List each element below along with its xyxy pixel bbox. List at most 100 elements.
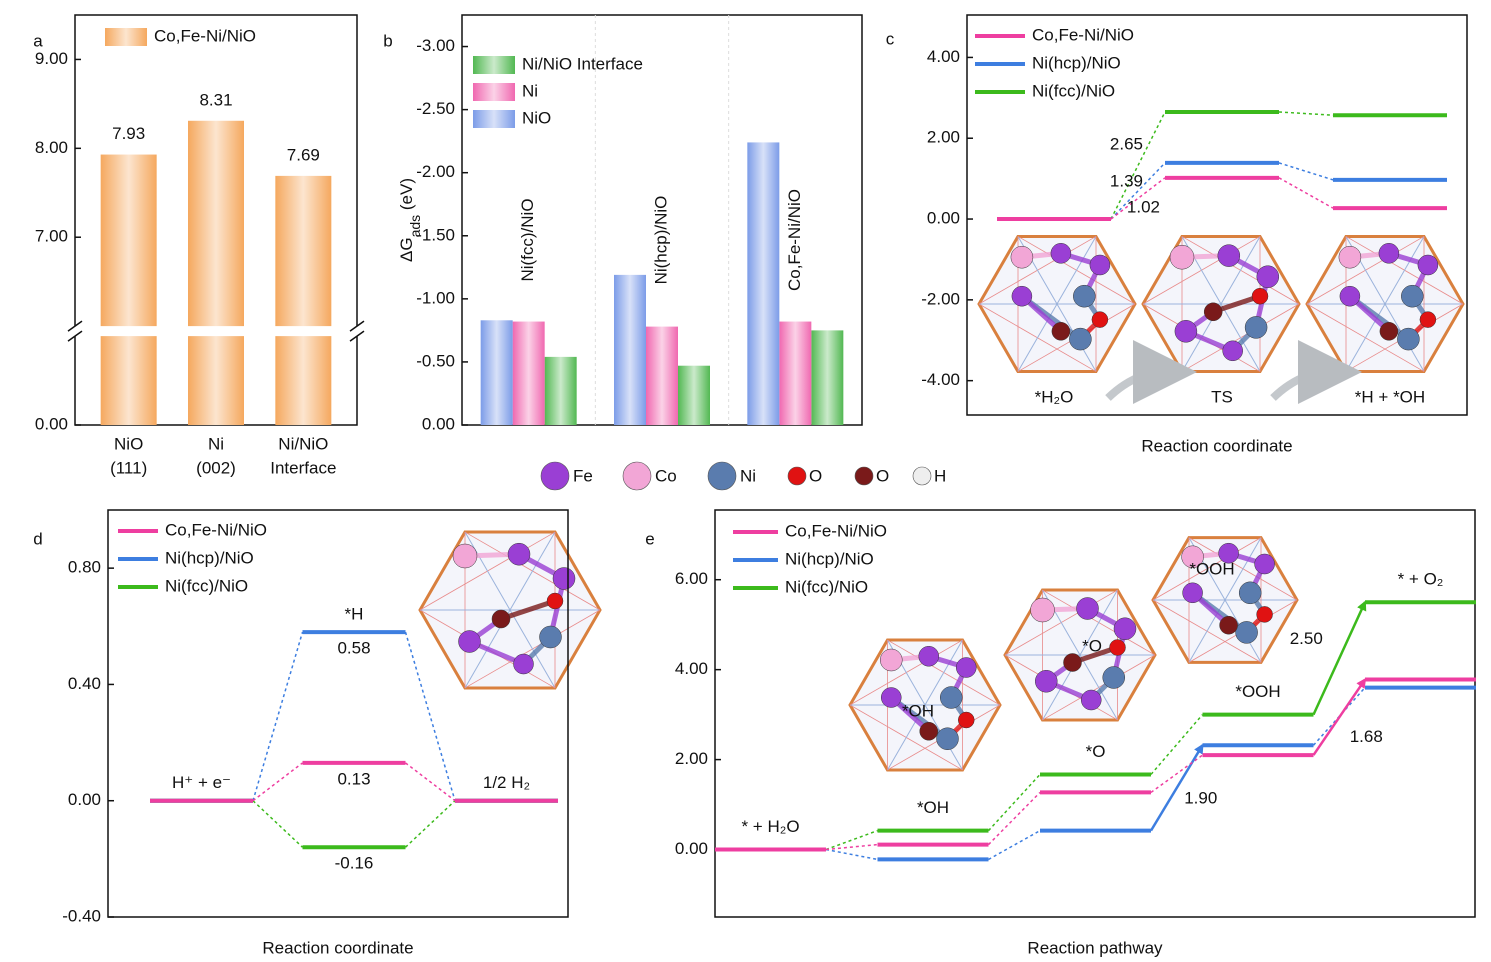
bar — [747, 142, 780, 425]
axis-break-mark — [349, 330, 365, 342]
legend-label: Co,Fe-Ni/NiO — [165, 520, 267, 539]
inset-atom — [1244, 316, 1268, 339]
inset-atom — [1113, 617, 1137, 640]
bar — [544, 356, 577, 425]
inset-atom — [491, 609, 511, 629]
inset-atom — [1256, 606, 1273, 623]
inset-atom — [1218, 542, 1239, 564]
legend-label: Ni(hcp)/NiO — [165, 548, 254, 567]
state-label: H⁺ + e⁻ — [172, 773, 231, 792]
legend-swatch — [473, 56, 515, 74]
y-tick-label: -2.00 — [921, 289, 960, 308]
inset-atom — [507, 542, 531, 566]
value-label: 2.65 — [1110, 134, 1143, 153]
inset-atom — [958, 711, 975, 729]
value-label: 0.58 — [337, 639, 370, 658]
inset-atom — [1030, 597, 1055, 623]
value-label: 0.13 — [337, 769, 370, 788]
inset-grid — [1079, 654, 1118, 721]
inset-atom — [1222, 340, 1243, 362]
connector — [1278, 177, 1334, 209]
inset-atom — [513, 653, 534, 675]
inset-atom — [1256, 265, 1280, 288]
y-tick-label: 0.00 — [68, 790, 101, 809]
inset-atom — [1251, 287, 1269, 305]
inset-atom — [1073, 284, 1096, 308]
legend-label: Ni(fcc)/NiO — [1032, 81, 1115, 100]
inset-atom — [1169, 244, 1195, 270]
state-label: * + O₂ — [1398, 570, 1444, 589]
value-label: 7.69 — [287, 145, 320, 164]
state-label: *OOH — [1235, 682, 1280, 701]
state-label: * + H₂O — [741, 817, 799, 836]
axis-break-mark — [349, 320, 365, 332]
x-tick-label: (111) — [110, 458, 147, 477]
y-tick-label: -0.50 — [416, 351, 455, 370]
legend-swatch — [473, 110, 515, 128]
legend-label: NiO — [522, 108, 551, 127]
atom-label: Ni — [740, 466, 756, 485]
step-arrow — [1149, 743, 1204, 832]
x-axis-label: Reaction pathway — [1027, 938, 1163, 957]
y-tick-label: 0.00 — [927, 209, 960, 228]
connector — [987, 791, 1041, 846]
inset-atom — [1089, 254, 1111, 276]
atom-swatch — [707, 461, 737, 491]
connector — [987, 773, 1041, 832]
inset-atom — [1338, 245, 1362, 269]
y-tick-label: -3.00 — [416, 36, 455, 55]
panel-label: b — [383, 31, 392, 50]
legend-label: Co,Fe-Ni/NiO — [154, 26, 256, 45]
bar — [779, 321, 812, 425]
inset-atom — [881, 687, 902, 708]
value-label: -0.16 — [335, 854, 374, 873]
connector — [405, 762, 456, 802]
bar — [646, 326, 678, 425]
atom-label: O — [876, 466, 889, 485]
category-label: Ni(hcp)/NiO — [651, 196, 670, 285]
inset-grid — [1056, 236, 1097, 305]
inset-atom — [458, 630, 481, 653]
bar — [188, 120, 244, 426]
inset-atom — [539, 625, 562, 649]
inset-grid — [1220, 236, 1261, 305]
legend-swatch — [105, 28, 147, 46]
y-tick-label: 0.00 — [675, 839, 708, 858]
y-axis-label-part: ΔG — [397, 237, 416, 262]
bar — [480, 320, 513, 425]
y-tick-label: 0.80 — [68, 558, 101, 577]
connector — [252, 762, 303, 802]
y-tick-label: 7.00 — [35, 227, 68, 246]
legend-label: Co,Fe-Ni/NiO — [785, 521, 887, 540]
inset-atom — [1076, 597, 1099, 620]
inset-atom — [1011, 285, 1033, 307]
connector — [825, 843, 878, 851]
inset-atom — [1417, 254, 1439, 276]
inset-atom — [1217, 244, 1241, 267]
legend-label: Ni(hcp)/NiO — [785, 549, 874, 568]
step-annotation: 1.90 — [1184, 788, 1217, 807]
inset-atom — [1219, 615, 1238, 635]
y-axis-label-part: (eV) — [397, 178, 416, 215]
inset-grid — [509, 609, 556, 689]
y-tick-label: 4.00 — [927, 47, 960, 66]
panel-label: a — [33, 31, 43, 50]
atom-swatch — [540, 461, 570, 491]
inset-atom — [1010, 245, 1034, 269]
inset-atom — [546, 592, 564, 610]
atom-label: O — [809, 466, 822, 485]
inset-atom — [1109, 639, 1126, 656]
plot-frame — [107, 509, 569, 918]
y-tick-label: 0.00 — [35, 414, 68, 433]
inset-grid — [464, 531, 511, 611]
y-axis-label-part: ads — [407, 215, 423, 238]
inset-atom — [1102, 666, 1125, 689]
x-tick-label: (002) — [196, 458, 236, 477]
y-tick-label: -4.00 — [921, 370, 960, 389]
inset-grid — [1220, 303, 1261, 372]
y-tick-label: 4.00 — [675, 659, 708, 678]
step-annotation: 2.50 — [1290, 629, 1323, 648]
inset-atom — [1181, 545, 1204, 569]
connector — [988, 829, 1041, 861]
